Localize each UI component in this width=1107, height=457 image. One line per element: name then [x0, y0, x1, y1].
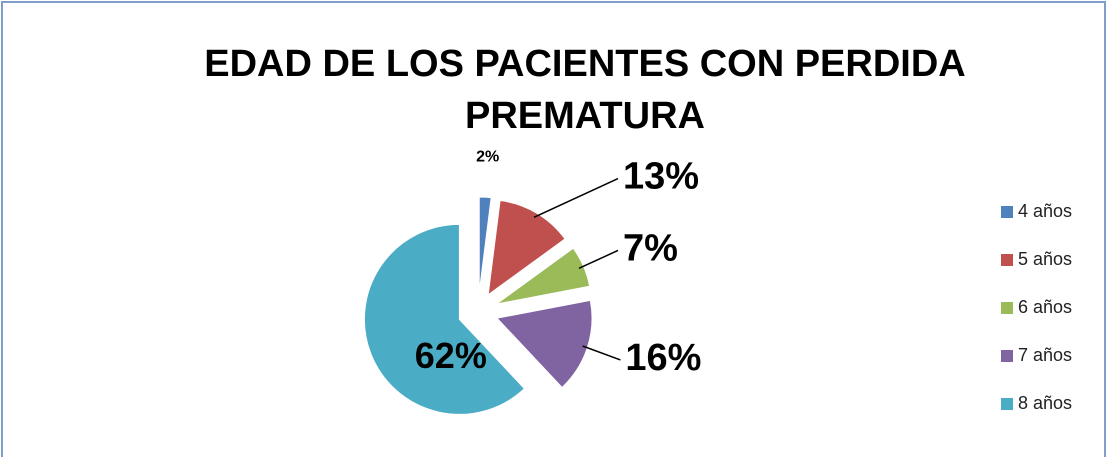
legend-label: 4 años	[1018, 201, 1072, 221]
data-label: 16%	[625, 337, 701, 379]
legend-label: 5 años	[1018, 249, 1072, 269]
data-label: 7%	[623, 227, 678, 269]
legend-swatch	[1001, 302, 1013, 314]
leader-line	[533, 177, 619, 218]
leader-line	[578, 249, 619, 269]
leader-line	[582, 345, 621, 361]
data-label: 62%	[415, 335, 487, 376]
legend-swatch	[1001, 206, 1013, 218]
legend-label: 8 años	[1018, 393, 1072, 413]
data-label: 13%	[623, 156, 699, 198]
legend-label: 6 años	[1018, 297, 1072, 317]
pie-slice	[363, 223, 526, 415]
legend-swatch	[1001, 254, 1013, 266]
legend-swatch	[1001, 398, 1013, 410]
legend-swatch	[1001, 350, 1013, 362]
pie-slice	[478, 196, 492, 293]
data-label: 2%	[476, 149, 499, 166]
chart-title: EDAD DE LOS PACIENTES CON PERDIDA PREMAT…	[204, 43, 966, 137]
legend-label: 7 años	[1018, 345, 1072, 365]
pie-slice	[487, 199, 566, 296]
